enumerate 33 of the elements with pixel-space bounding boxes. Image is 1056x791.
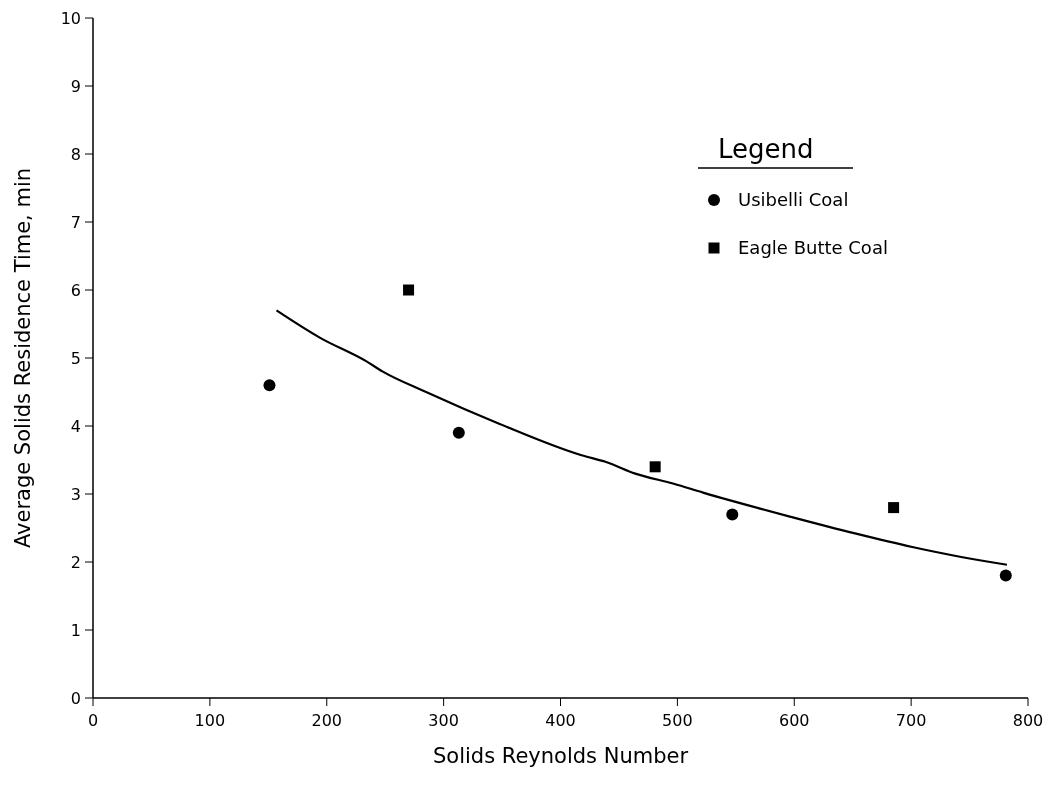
x-tick-label: 100: [194, 711, 226, 730]
x-tick-label: 300: [428, 711, 459, 730]
point: [263, 379, 276, 392]
point: [452, 426, 465, 439]
y-axis-title: Average Solids Residence Time, min: [11, 167, 35, 549]
x-axis-title: Solids Reynolds Number: [432, 744, 689, 768]
y-tick-label: 7: [70, 212, 81, 232]
point: [403, 284, 415, 296]
x-tick-label: 0: [87, 711, 99, 730]
point: [726, 508, 739, 521]
x-tick-label: 200: [311, 711, 343, 730]
x-tick-label: 400: [545, 711, 576, 730]
x-tick-label: 500: [662, 711, 693, 730]
x-tick-label: 700: [895, 711, 927, 730]
y-tick-label: 2: [70, 552, 81, 572]
line-series: [275, 309, 1009, 566]
y-tick-label: 3: [70, 484, 81, 504]
legend-label: Usibelli Coal: [738, 189, 849, 211]
legend-label: Eagle Butte Coal: [738, 237, 888, 259]
point: [888, 502, 900, 514]
x-tick-label: 800: [1012, 711, 1044, 730]
point: [649, 461, 661, 473]
y-tick-label: 0: [70, 688, 81, 708]
point: [999, 569, 1012, 582]
y-tick-label: 8: [70, 144, 81, 164]
legend-title: Legend: [718, 134, 814, 164]
y-tick-label: 4: [70, 416, 81, 436]
y-tick-label: 10: [60, 8, 81, 28]
y-tick-label: 9: [70, 76, 81, 96]
y-tick-label: 1: [70, 620, 81, 640]
x-tick-label: 600: [778, 711, 810, 730]
y-tick-label: 6: [70, 280, 81, 300]
y-tick-label: 5: [70, 348, 81, 368]
